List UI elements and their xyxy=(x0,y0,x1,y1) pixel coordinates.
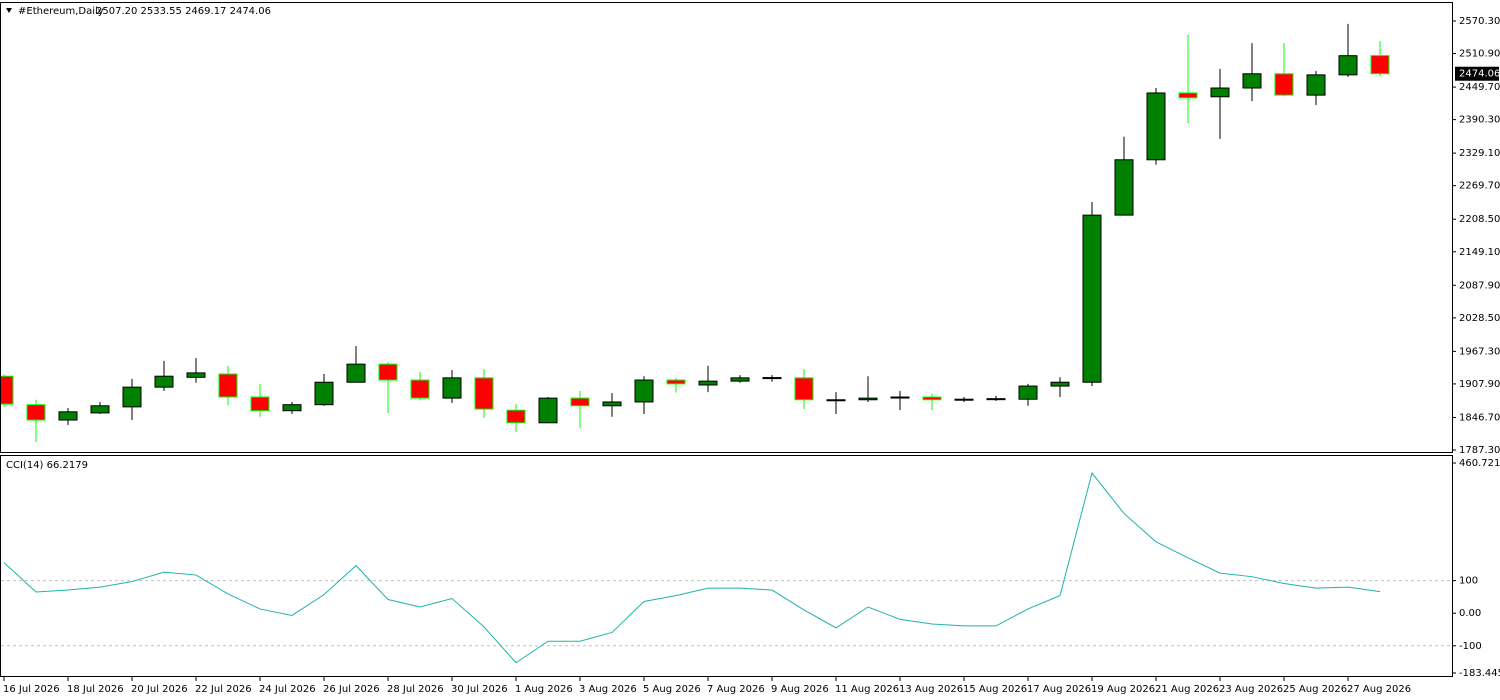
candle-body xyxy=(442,377,462,399)
candle-body xyxy=(762,377,782,380)
candle-body xyxy=(1,375,14,405)
x-tick-label: 7 Aug 2026 xyxy=(707,684,765,695)
x-tick-label: 28 Jul 2026 xyxy=(387,684,444,695)
candle-body xyxy=(506,409,526,424)
ohlc-readout: 2507.20 2533.55 2469.17 2474.06 xyxy=(96,6,271,17)
candle-body xyxy=(1338,55,1358,76)
x-tick-label: 9 Aug 2026 xyxy=(771,684,829,695)
candle-body xyxy=(858,397,878,401)
current-price-label: 2474.06 xyxy=(1459,69,1500,80)
candle-body xyxy=(538,397,558,424)
y-tick-label: 1967.30 xyxy=(1459,346,1500,357)
candle-body xyxy=(410,379,430,399)
candle-body xyxy=(314,381,334,406)
x-tick-label: 21 Aug 2026 xyxy=(1155,684,1219,695)
candle-body xyxy=(122,386,142,408)
y-tick-label: 100 xyxy=(1459,576,1478,587)
y-tick-label: 2390.30 xyxy=(1459,115,1500,126)
current-price-tag xyxy=(1455,66,1499,81)
price-plot xyxy=(1,23,1390,442)
y-tick-label: 2269.70 xyxy=(1459,181,1500,192)
y-tick-label: -183.4457 xyxy=(1459,668,1500,679)
x-tick-label: 15 Aug 2026 xyxy=(963,684,1027,695)
candle-body xyxy=(282,404,302,412)
cci-panel xyxy=(0,455,1453,677)
x-tick-label: 3 Aug 2026 xyxy=(579,684,637,695)
candle-body xyxy=(1050,381,1070,387)
candle-body xyxy=(1274,73,1294,96)
candle-body xyxy=(730,377,750,382)
candle-body xyxy=(1210,87,1230,98)
x-tick-label: 27 Aug 2026 xyxy=(1347,684,1411,695)
cci-plot xyxy=(1,471,1452,664)
y-tick-label: 2570.30 xyxy=(1459,16,1500,27)
x-tick-label: 26 Jul 2026 xyxy=(323,684,380,695)
candle-body xyxy=(1114,159,1134,216)
candle-body xyxy=(154,375,174,388)
candle-body xyxy=(1306,74,1326,96)
x-tick-label: 22 Jul 2026 xyxy=(195,684,252,695)
candle-body xyxy=(634,379,654,403)
x-tick-label: 30 Jul 2026 xyxy=(451,684,508,695)
menu-arrow[interactable] xyxy=(6,8,12,13)
y-tick-label: 2449.70 xyxy=(1459,82,1500,93)
price-panel xyxy=(0,2,1453,453)
candle-body xyxy=(218,373,238,398)
y-tick-label: 2208.50 xyxy=(1459,214,1500,225)
candle-body xyxy=(250,396,270,412)
indicator-title: CCI(14) 66.2179 xyxy=(6,460,88,471)
candle-body xyxy=(474,377,494,410)
cci-line xyxy=(3,471,1381,664)
candle-body xyxy=(890,396,910,399)
x-tick-label: 24 Jul 2026 xyxy=(259,684,316,695)
candle-body xyxy=(1082,214,1102,383)
y-tick-label: 2028.50 xyxy=(1459,313,1500,324)
x-tick-label: 11 Aug 2026 xyxy=(835,684,899,695)
x-tick-label: 25 Aug 2026 xyxy=(1283,684,1347,695)
candle-body xyxy=(1146,92,1166,161)
candle-body xyxy=(378,363,398,381)
y-tick-label: 2510.90 xyxy=(1459,49,1500,60)
y-tick-label: 460.7219 xyxy=(1459,458,1500,469)
y-tick-label: 2149.10 xyxy=(1459,247,1500,258)
x-tick-label: 18 Jul 2026 xyxy=(67,684,124,695)
x-tick-label: 13 Aug 2026 xyxy=(899,684,963,695)
x-tick-label: 17 Aug 2026 xyxy=(1027,684,1091,695)
candle-body xyxy=(26,404,46,421)
candle-body xyxy=(1370,55,1390,75)
x-tick-label: 1 Aug 2026 xyxy=(515,684,573,695)
y-tick-label: 1787.30 xyxy=(1459,445,1500,456)
candle-body xyxy=(90,405,110,414)
y-tick-label: 1907.90 xyxy=(1459,379,1500,390)
y-tick-label: -100 xyxy=(1459,641,1482,652)
candle-body xyxy=(922,396,942,401)
candle-body xyxy=(986,398,1006,401)
candle-body xyxy=(698,380,718,386)
candle-body xyxy=(826,399,846,402)
chart-title: #Ethereum,Daily xyxy=(18,6,104,17)
candle-body xyxy=(1242,73,1262,89)
y-tick-label: 2329.10 xyxy=(1459,148,1500,159)
candle-body xyxy=(602,401,622,407)
x-tick-label: 16 Jul 2026 xyxy=(3,684,60,695)
candle-body xyxy=(570,397,590,407)
x-tick-label: 19 Aug 2026 xyxy=(1091,684,1155,695)
candle-body xyxy=(954,398,974,401)
y-tick-label: 1846.70 xyxy=(1459,412,1500,423)
x-tick-label: 23 Aug 2026 xyxy=(1219,684,1283,695)
x-tick-label: 5 Aug 2026 xyxy=(643,684,701,695)
candle-body xyxy=(666,379,686,385)
candle-body xyxy=(1178,92,1198,99)
candle-body xyxy=(794,377,814,401)
candle-body xyxy=(58,411,78,421)
candle-body xyxy=(1018,385,1038,400)
candle-body xyxy=(346,363,366,383)
y-tick-label: 0.00 xyxy=(1459,608,1481,619)
candle-body xyxy=(186,372,206,378)
y-tick-label: 2087.90 xyxy=(1459,280,1500,291)
x-tick-label: 20 Jul 2026 xyxy=(131,684,188,695)
